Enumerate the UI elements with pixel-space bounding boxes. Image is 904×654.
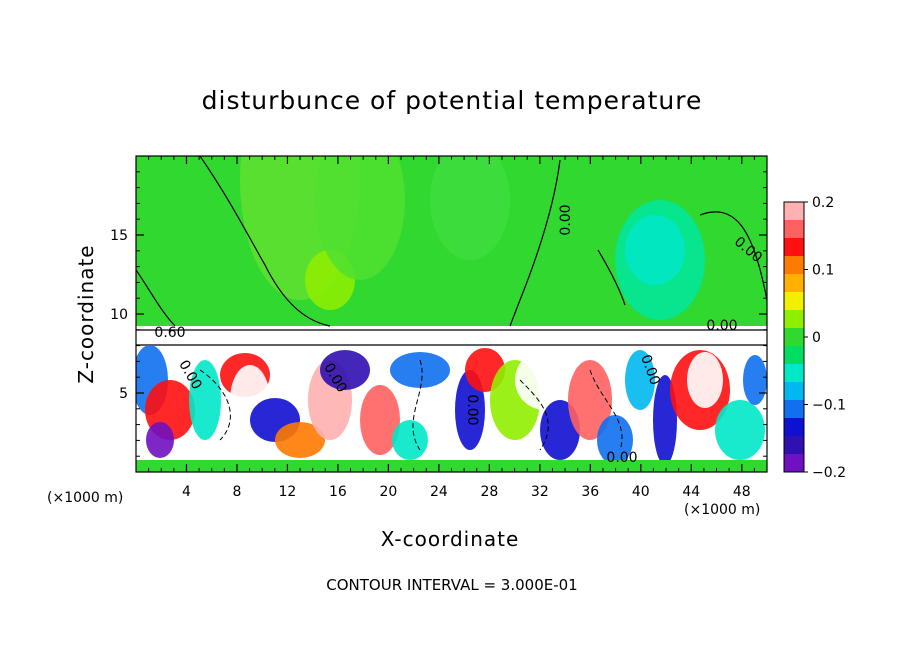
contour-line-negative: [519, 379, 549, 451]
x-tick-label: 12: [279, 484, 297, 500]
colorbar-tick-label: 0: [812, 330, 821, 346]
contour-line: [597, 249, 626, 306]
x-tick-label: 40: [632, 484, 650, 500]
colorbar-swatch: [784, 274, 804, 293]
bottom-layer: [136, 460, 767, 472]
colorbar-tick-label: −0.2: [812, 465, 846, 481]
interface-layer: [136, 326, 767, 346]
colorbar-tick-label: 0.2: [812, 195, 834, 211]
contour-line: [509, 159, 561, 327]
colorbar-swatch: [784, 256, 804, 275]
colorbar-swatch: [784, 310, 804, 329]
contour-label: 0.00: [606, 450, 637, 466]
x-tick-label: 44: [682, 484, 700, 500]
field-blob: [430, 390, 460, 450]
colorbar-swatch: [784, 382, 804, 401]
colorbar-tick-label: −0.1: [812, 398, 846, 414]
x-tick-label: 24: [430, 484, 448, 500]
field-blob: [515, 350, 575, 410]
y-tick-label: 15: [110, 228, 128, 244]
field-blob: [625, 215, 685, 285]
field-blob: [390, 352, 450, 388]
colorbar-swatch: [784, 346, 804, 365]
field-blob: [320, 350, 370, 390]
contour-label: 0.60: [154, 325, 185, 341]
contour-label: 0.00: [464, 394, 480, 425]
colorbar-swatch: [784, 328, 804, 347]
x-tick-label: 32: [531, 484, 549, 500]
field-blob: [625, 350, 655, 410]
contour-line-negative: [412, 359, 423, 451]
y-axis-label: Z-coordinate: [74, 244, 98, 384]
contour-line: [199, 156, 331, 327]
colorbar-swatch: [784, 364, 804, 383]
y-tick-label: 5: [119, 386, 128, 402]
x-tick-label: 28: [480, 484, 498, 500]
contour-layer: [136, 156, 767, 451]
x-tick-label: 4: [182, 484, 191, 500]
x-tick-label: 20: [379, 484, 397, 500]
field-blob: [597, 415, 633, 465]
colorbar-swatch: [784, 436, 804, 455]
contour-line: [136, 269, 176, 327]
contour-line-negative: [589, 369, 623, 451]
colorbar-swatch: [784, 292, 804, 311]
field-blob: [392, 420, 428, 460]
field-blob: [360, 385, 400, 455]
colorbar-tick-label: 0.1: [812, 263, 834, 279]
contour-line: [699, 211, 767, 301]
y-tick-label: 10: [110, 307, 128, 323]
contour-line-negative: [199, 369, 231, 441]
field-blob: [146, 422, 174, 458]
field-blob: [715, 400, 765, 460]
field-blob: [687, 352, 723, 408]
field-blob: [568, 360, 612, 440]
contour-interval-note: CONTOUR INTERVAL = 3.000E-01: [326, 576, 578, 594]
colorbar-swatch: [784, 400, 804, 419]
colorbar-swatch: [784, 202, 804, 221]
x-tick-label: 16: [329, 484, 347, 500]
contour-label: 0.00: [706, 318, 737, 334]
colorbar-swatch: [784, 220, 804, 239]
x-axis-label: X-coordinate: [380, 527, 520, 551]
chart-title: disturbunce of potential temperature: [201, 86, 703, 115]
colorbar-swatch: [784, 418, 804, 437]
field-blob: [315, 156, 405, 280]
field-blob: [743, 355, 767, 405]
colorbar-swatch: [784, 238, 804, 257]
x-unit-left: (×1000 m): [47, 490, 124, 506]
field-blob: [430, 156, 510, 260]
colorbar: 0.2 0.1 0 −0.1 −0.2: [783, 195, 846, 481]
contour-label: 0.00: [558, 204, 574, 235]
x-tick-label: 8: [232, 484, 241, 500]
x-unit-right: (×1000 m): [684, 502, 761, 518]
field-blob: [275, 422, 325, 458]
x-tick-label: 48: [733, 484, 751, 500]
x-tick-label: 36: [581, 484, 599, 500]
field-layer: [136, 156, 767, 472]
colorbar-swatch: [784, 454, 804, 473]
